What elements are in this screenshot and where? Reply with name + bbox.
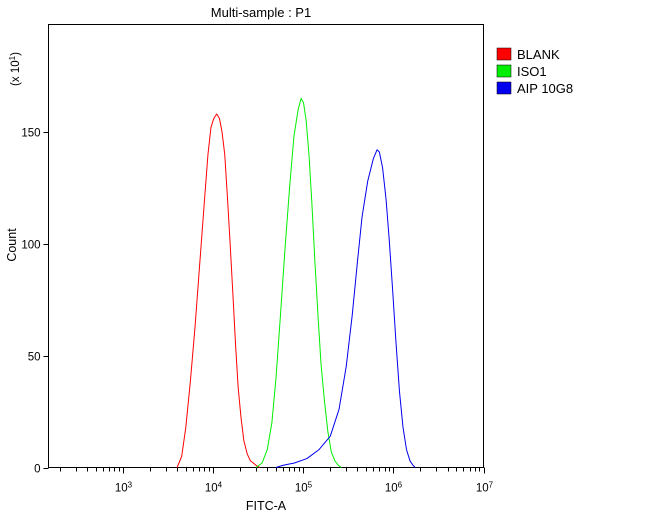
y-multiplier-suffix: ) [10, 52, 22, 56]
legend-swatch [496, 47, 512, 61]
x-tick-label-base: 10 [295, 483, 308, 495]
y-multiplier: (x 101) [8, 52, 23, 86]
plot-frame [48, 24, 484, 468]
legend-swatch [496, 81, 512, 95]
series-line-blank [176, 113, 260, 468]
x-tick-label: 104 [205, 480, 223, 495]
legend: BLANK ISO1 AIP 10G8 [496, 47, 573, 96]
y-tick-label: 100 [21, 240, 40, 252]
plot-area-border [48, 24, 484, 468]
x-tick-label-exponent: 7 [489, 480, 494, 489]
x-tick-label-exponent: 4 [218, 480, 223, 489]
x-tick-label: 106 [385, 480, 403, 495]
y-tick-label: 0 [34, 464, 40, 476]
chart-title: Multi-sample : P1 [211, 5, 311, 20]
x-axis-label: FITC-A [246, 499, 287, 513]
svg-text:(x 101): (x 101) [8, 52, 23, 86]
x-tick-label: 107 [476, 480, 494, 495]
legend-label: ISO1 [517, 64, 547, 79]
x-tick-label-base: 10 [115, 483, 128, 495]
y-tick-label: 50 [28, 352, 41, 364]
series-line-aip-10g8 [275, 149, 416, 468]
x-tick-label-base: 10 [385, 483, 398, 495]
x-tick-label-base: 10 [205, 483, 218, 495]
legend-label: AIP 10G8 [517, 81, 573, 96]
legend-label: BLANK [517, 47, 560, 62]
y-ticks: 0 50 100 150 [21, 128, 49, 476]
y-multiplier-exponent: 1 [8, 55, 17, 60]
x-tick-label-exponent: 6 [398, 480, 403, 489]
y-multiplier-prefix: (x 10 [10, 60, 22, 86]
x-tick-label: 105 [295, 480, 313, 495]
y-tick-label: 150 [21, 128, 40, 140]
y-axis-label: Count [5, 228, 19, 262]
x-tick-label-exponent: 5 [308, 480, 313, 489]
x-tick-label-base: 10 [476, 483, 489, 495]
x-tick-label: 103 [115, 480, 133, 495]
x-tick-label-exponent: 3 [128, 480, 133, 489]
legend-swatch [496, 64, 512, 78]
x-ticks: 103 104 105 106 107 [60, 467, 494, 495]
series-layer [176, 97, 416, 468]
series-line-iso1 [255, 97, 342, 468]
